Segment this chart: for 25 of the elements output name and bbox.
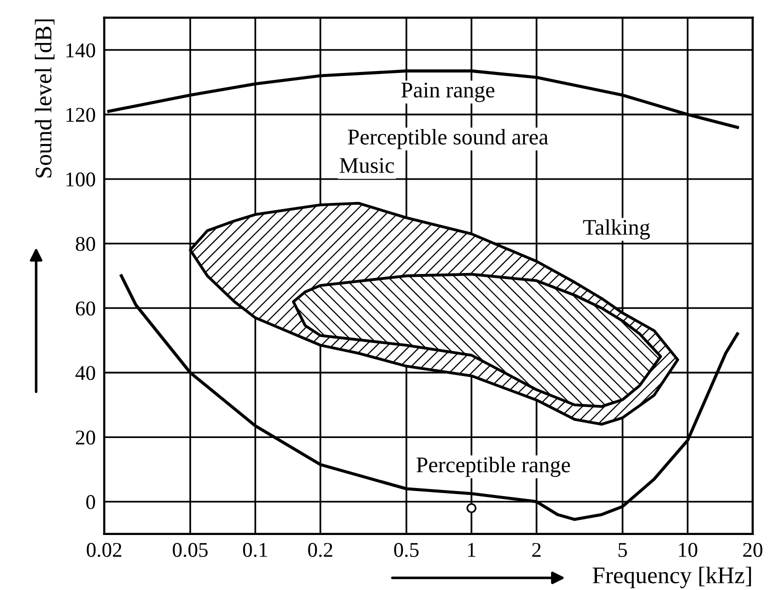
x-axis-title: Frequency [kHz] xyxy=(592,566,751,588)
x-tick-label: 0.05 xyxy=(172,542,208,558)
y-tick-label: 20 xyxy=(76,430,96,445)
y-tick-label: 120 xyxy=(66,108,96,122)
x-tick-label: 20 xyxy=(743,542,762,557)
x-tick-label: 0.5 xyxy=(394,542,419,558)
annotation: Music xyxy=(340,158,394,173)
x-tick-label: 0.02 xyxy=(86,542,122,558)
annotation: Talking xyxy=(583,219,650,240)
y-tick-label: 100 xyxy=(66,172,96,186)
x-tick-label: 10 xyxy=(679,542,698,557)
x-tick-label: 0.1 xyxy=(243,542,268,558)
annotation: Perceptible sound area xyxy=(348,128,548,150)
x-tick-label: 2 xyxy=(532,542,541,557)
y-axis-title: Sound level [dB] xyxy=(34,19,54,178)
annotation: Perceptible range xyxy=(416,456,570,477)
x-tick-label: 0.2 xyxy=(308,542,332,558)
x-tick-label: 1 xyxy=(468,542,476,557)
y-tick-label: 80 xyxy=(76,236,96,251)
x-tick-label: 5 xyxy=(618,543,627,557)
annotation: Pain range xyxy=(401,82,494,102)
y-tick-label: 40 xyxy=(75,366,96,380)
y-tick-label: 140 xyxy=(66,43,96,58)
y-tick-label: 60 xyxy=(76,301,96,316)
y-tick-label: 0 xyxy=(86,495,96,510)
